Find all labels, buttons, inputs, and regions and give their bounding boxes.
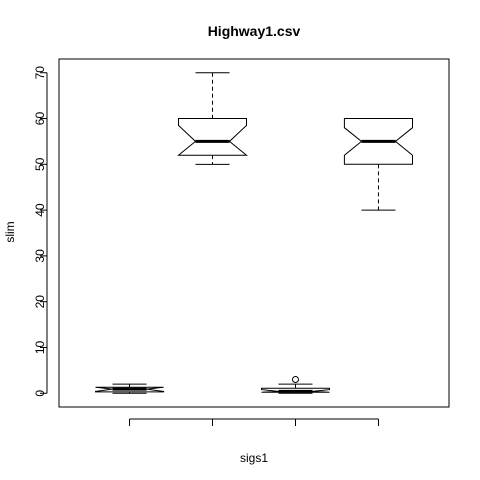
box-body — [177, 118, 248, 156]
y-tick-label: 50 — [33, 157, 47, 171]
boxes-group — [95, 72, 413, 394]
box-3 — [261, 376, 330, 394]
y-tick-label: 70 — [33, 66, 47, 80]
y-tick-label: 10 — [33, 340, 47, 354]
y-tick-label: 60 — [33, 112, 47, 126]
outlier-point — [291, 376, 299, 384]
box-1 — [95, 383, 165, 394]
box-2 — [177, 72, 248, 165]
y-axis: 0 10 20 30 40 50 60 70 — [33, 66, 48, 397]
y-axis-label: slim — [3, 221, 17, 242]
chart-title: Highway1.csv — [208, 23, 301, 39]
y-tick-label: 40 — [33, 203, 47, 217]
x-axis — [129, 418, 379, 426]
box-4 — [343, 118, 413, 211]
y-tick-label: 0 — [33, 390, 47, 397]
plot-frame — [58, 58, 450, 408]
y-tick-label: 30 — [33, 249, 47, 263]
y-tick-label: 20 — [33, 295, 47, 309]
x-axis-label: sigs1 — [240, 451, 268, 465]
